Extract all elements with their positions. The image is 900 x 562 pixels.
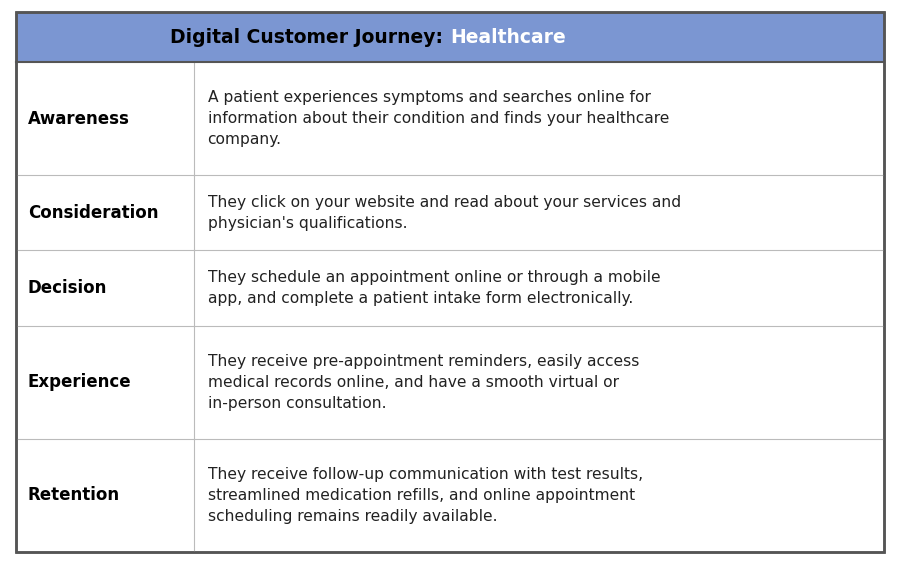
Text: They receive follow-up communication with test results,
streamlined medication r: They receive follow-up communication wit… <box>208 467 643 524</box>
Text: Healthcare: Healthcare <box>450 28 566 47</box>
Text: Consideration: Consideration <box>28 204 158 222</box>
Text: They receive pre-appointment reminders, easily access
medical records online, an: They receive pre-appointment reminders, … <box>208 354 639 411</box>
Text: Retention: Retention <box>28 486 120 504</box>
Text: A patient experiences symptoms and searches online for
information about their c: A patient experiences symptoms and searc… <box>208 90 669 147</box>
Bar <box>16 62 884 175</box>
Bar <box>16 439 884 552</box>
Bar <box>16 326 884 439</box>
Text: They click on your website and read about your services and
physician's qualific: They click on your website and read abou… <box>208 195 680 231</box>
Text: Digital Customer Journey:: Digital Customer Journey: <box>170 28 450 47</box>
Bar <box>16 12 884 62</box>
Bar <box>16 251 884 326</box>
Bar <box>16 175 884 251</box>
Text: Experience: Experience <box>28 373 131 391</box>
Text: They schedule an appointment online or through a mobile
app, and complete a pati: They schedule an appointment online or t… <box>208 270 661 306</box>
Text: Awareness: Awareness <box>28 110 130 128</box>
Text: Decision: Decision <box>28 279 107 297</box>
